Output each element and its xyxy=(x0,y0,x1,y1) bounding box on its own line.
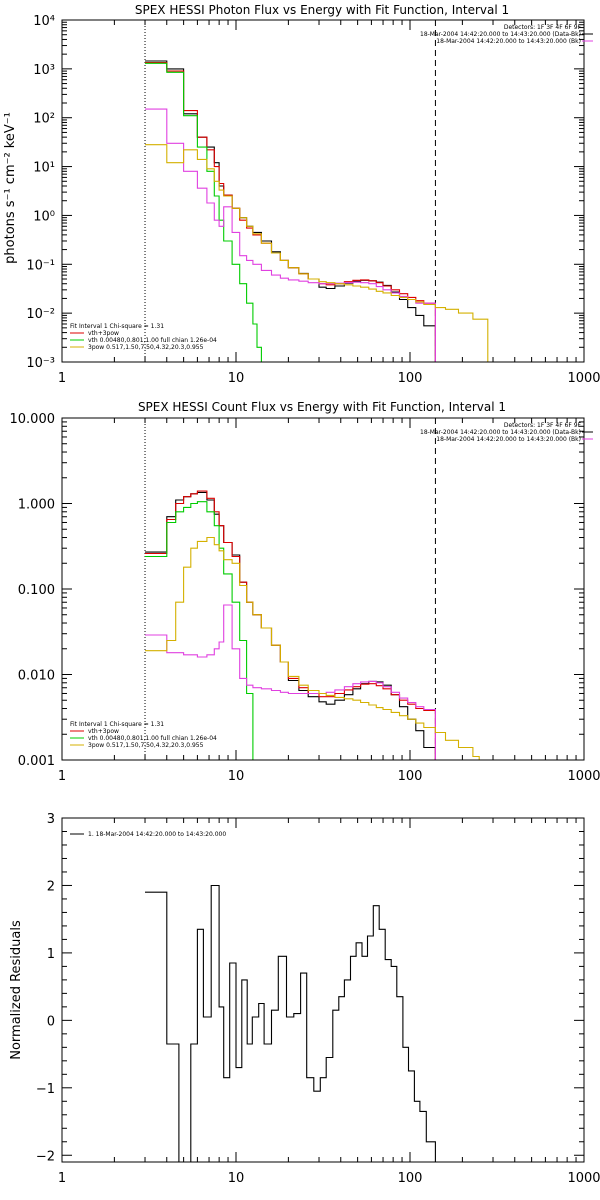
count-flux-title: SPEX HESSI Count Flux vs Energy with Fit… xyxy=(138,400,506,414)
series-line-1 xyxy=(145,61,436,362)
series-line-3 xyxy=(145,108,436,362)
legend-entry: vth 0.00480,0.801,1.00 full chian 1.26e-… xyxy=(88,735,217,742)
photon-series xyxy=(145,60,489,362)
header-info-line: Detectors: 1F 3F 4F 6F 9F xyxy=(504,24,582,31)
header-info-line: 18-Mar-2004 14:42:20.000 to 14:43:20.000… xyxy=(420,31,581,38)
x-tick-label: 100 xyxy=(398,1171,423,1186)
y-tick-label: 2 xyxy=(47,879,55,894)
y-tick-label: −2 xyxy=(36,1149,55,1164)
y-tick-label: 0.010 xyxy=(18,669,55,684)
y-tick-label: 10³ xyxy=(33,63,55,78)
legend-entry: 1. 18-Mar-2004 14:42:20.000 to 14:43:20.… xyxy=(88,831,226,838)
y-tick-label: 1 xyxy=(47,947,55,962)
y-tick-label: 10⁻² xyxy=(26,307,55,322)
y-tick-label: 10¹ xyxy=(33,161,55,176)
series-line-4 xyxy=(145,536,480,760)
x-tick-label: 10 xyxy=(228,371,245,386)
y-tick-label: 10⁰ xyxy=(33,209,55,224)
y-tick-label: 0.100 xyxy=(18,583,55,598)
x-tick-label: 1000 xyxy=(567,769,600,784)
x-tick-label: 100 xyxy=(398,769,423,784)
y-tick-label: 0.001 xyxy=(18,754,55,769)
legend-entry: vth+3pow xyxy=(88,728,119,735)
series-line-0 xyxy=(145,60,436,362)
legend-entry: Fit Interval 1 Chi-square = 1.31 xyxy=(70,323,164,330)
legend-entry: vth 0.00480,0.801,1.00 full chian 1.26e-… xyxy=(88,337,217,344)
y-tick-label: −1 xyxy=(36,1082,55,1097)
count-ticks: 1 10 100 1000 0.001 0.010 0.100 1.000 10.000 xyxy=(10,412,600,784)
residuals-ylabel: Normalized Residuals xyxy=(9,920,24,1060)
residual-ticks: 1 10 100 1000 −2 −1 0 1 2 3 xyxy=(36,812,600,1186)
y-tick-label: 1.000 xyxy=(18,498,55,513)
photon-flux-ylabel: photons s⁻¹ cm⁻² keV⁻¹ xyxy=(3,112,18,264)
x-tick-label: 10 xyxy=(228,769,245,784)
legend-entry: vth+3pow xyxy=(88,330,119,337)
y-tick-label: 10⁴ xyxy=(33,14,55,29)
x-tick-label: 100 xyxy=(398,371,423,386)
x-tick-label: 10 xyxy=(228,1171,245,1186)
series-line-0 xyxy=(145,884,436,1162)
series-line-3 xyxy=(145,604,436,760)
photon-flux-panel: SPEX HESSI Photon Flux vs Energy with Fi… xyxy=(3,3,600,386)
photon-flux-title: SPEX HESSI Photon Flux vs Energy with Fi… xyxy=(135,3,509,17)
count-series xyxy=(145,490,480,760)
legend-entry: 3pow 0.517,1.50,7.50,4.32,20.3,0.955 xyxy=(88,344,204,351)
header-info-line: Detectors: 1F 3F 4F 6F 9F xyxy=(504,422,582,429)
residuals-panel: Normalized Residuals 1 10 100 1000−2−101231… xyxy=(9,812,600,1186)
legend-entry: Fit Interval 1 Chi-square = 1.31 xyxy=(70,721,164,728)
x-tick-label: 1000 xyxy=(567,371,600,386)
series-line-2 xyxy=(145,62,262,362)
count-plot-frame xyxy=(61,417,585,761)
y-tick-label: 10⁻³ xyxy=(26,356,55,371)
count-flux-panel: SPEX HESSI Count Flux vs Energy with Fit… xyxy=(10,400,600,784)
photon-ticks: 1 10 100 1000 10⁻³ 10⁻² 10⁻¹ 10⁰ 10¹ 10² 10³ 10⁴ xyxy=(26,14,600,386)
y-tick-label: 10.000 xyxy=(10,412,56,427)
y-tick-label: 10⁻¹ xyxy=(26,258,55,273)
y-tick-label: 0 xyxy=(47,1014,55,1029)
series-line-4 xyxy=(145,144,489,362)
x-tick-label: 1000 xyxy=(567,1171,600,1186)
x-tick-label: 1 xyxy=(58,769,66,784)
header-info-line: 18-Mar-2004 14:42:20.000 to 14:43:20.000… xyxy=(436,38,581,45)
header-info-line: 18-Mar-2004 14:42:20.000 to 14:43:20.000… xyxy=(420,429,581,436)
series-line-2 xyxy=(145,501,254,760)
x-tick-label: 1 xyxy=(58,1171,66,1186)
residual-series xyxy=(145,884,436,1162)
legend-entry: 3pow 0.517,1.50,7.50,4.32,20.3,0.955 xyxy=(88,742,204,749)
y-tick-label: 3 xyxy=(47,812,55,827)
photon-plot-frame xyxy=(61,19,585,363)
y-tick-label: 10² xyxy=(33,112,55,127)
header-info-line: 18-Mar-2004 14:42:20.000 to 14:43:20.000… xyxy=(436,436,581,443)
x-tick-label: 1 xyxy=(58,371,66,386)
residual-plot-frame xyxy=(61,817,585,1163)
